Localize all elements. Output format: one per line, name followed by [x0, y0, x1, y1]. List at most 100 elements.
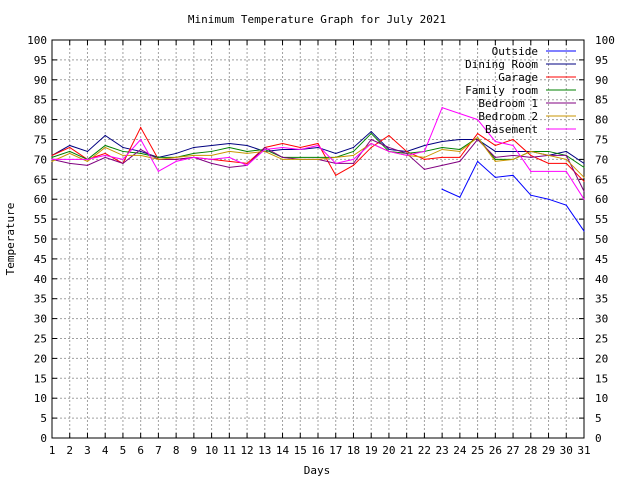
data-point-basement	[281, 146, 284, 149]
y-tick-label: 30	[34, 313, 47, 326]
legend-label: Bedroom 1	[478, 97, 538, 110]
data-point-family-room	[193, 152, 195, 155]
data-point-bedroom-2	[140, 154, 142, 157]
legend-label: Basement	[485, 123, 538, 136]
data-point-bedroom-1	[423, 168, 425, 170]
data-point-basement	[352, 158, 355, 160]
data-point-bedroom-2	[299, 158, 301, 160]
x-axis-label: Days	[304, 464, 331, 477]
data-point-garage	[441, 156, 443, 159]
y-tick-label: 25	[34, 333, 47, 346]
data-point-bedroom-2	[547, 154, 550, 157]
y-tick-label: 50	[34, 233, 47, 246]
y-tick-label: 90	[34, 74, 47, 87]
data-point-dining-room	[494, 150, 496, 153]
data-point-outside	[459, 196, 461, 198]
data-point-family-room	[157, 156, 159, 159]
data-point-bedroom-2	[228, 150, 230, 153]
data-point-garage	[494, 144, 496, 147]
data-point-bedroom-2	[335, 156, 337, 159]
data-point-bedroom-2	[530, 150, 532, 153]
data-point-bedroom-2	[86, 160, 89, 162]
y-tick-label: 0	[40, 432, 47, 445]
data-point-garage	[51, 154, 53, 157]
data-point-bedroom-1	[211, 162, 213, 164]
data-point-dining-room	[388, 148, 390, 151]
x-tick-label: 26	[489, 444, 502, 457]
data-point-family-room	[370, 132, 372, 135]
y2-tick-label: 95	[595, 54, 608, 67]
data-point-bedroom-2	[211, 154, 213, 157]
y2-tick-label: 5	[595, 412, 602, 425]
y-tick-label: 60	[34, 193, 47, 206]
data-point-bedroom-2	[477, 136, 479, 139]
y2-tick-label: 10	[595, 392, 608, 405]
data-point-basement	[264, 148, 266, 151]
data-point-bedroom-2	[69, 152, 71, 155]
y2-tick-label: 60	[595, 193, 608, 206]
data-point-basement	[370, 142, 372, 145]
data-point-bedroom-2	[512, 158, 514, 160]
x-tick-label: 28	[524, 444, 537, 457]
data-point-basement	[335, 162, 337, 164]
legend-label: Bedroom 2	[478, 110, 538, 123]
data-point-basement	[140, 138, 142, 141]
y-tick-label: 55	[34, 213, 47, 226]
data-point-family-room	[122, 150, 124, 153]
x-tick-label: 27	[506, 444, 519, 457]
data-point-basement	[193, 156, 195, 159]
legend-item-garage: Garage	[498, 71, 576, 84]
data-point-outside	[512, 174, 514, 176]
data-point-basement	[477, 119, 479, 121]
data-point-garage	[335, 174, 337, 176]
data-point-dining-room	[69, 144, 71, 147]
x-tick-label: 24	[453, 444, 467, 457]
data-point-dining-room	[228, 142, 230, 145]
y2-tick-label: 20	[595, 352, 608, 365]
data-point-outside	[477, 160, 479, 162]
data-point-garage	[317, 142, 319, 145]
y-axis-label: Temperature	[4, 203, 17, 276]
data-point-garage	[477, 132, 479, 135]
data-point-bedroom-1	[264, 146, 266, 149]
data-point-garage	[104, 152, 106, 155]
data-point-dining-room	[211, 144, 213, 147]
y2-tick-label: 15	[595, 372, 608, 385]
data-point-basement	[175, 160, 177, 162]
data-point-dining-room	[317, 146, 319, 149]
y2-tick-label: 50	[595, 233, 608, 246]
data-point-bedroom-2	[175, 156, 177, 159]
data-point-bedroom-1	[565, 154, 567, 157]
data-point-dining-room	[583, 162, 585, 164]
data-point-dining-room	[352, 146, 355, 149]
y-tick-label: 15	[34, 372, 47, 385]
data-point-basement	[211, 158, 213, 160]
data-point-bedroom-2	[317, 158, 319, 160]
data-point-basement	[51, 158, 53, 160]
data-point-bedroom-2	[122, 154, 124, 157]
data-point-garage	[140, 126, 142, 129]
data-point-family-room	[583, 166, 585, 168]
x-tick-label: 1	[49, 444, 56, 457]
data-point-bedroom-2	[583, 176, 585, 178]
data-point-dining-room	[104, 134, 106, 137]
data-point-garage	[583, 180, 585, 182]
data-point-dining-room	[423, 144, 425, 147]
y-tick-label: 65	[34, 173, 47, 186]
data-point-bedroom-2	[352, 154, 355, 157]
data-point-dining-room	[512, 150, 514, 153]
x-tick-label: 13	[258, 444, 271, 457]
x-tick-label: 29	[542, 444, 555, 457]
x-tick-label: 21	[400, 444, 413, 457]
x-tick-label: 30	[560, 444, 573, 457]
x-tick-label: 15	[294, 444, 307, 457]
y2-tick-label: 30	[595, 313, 608, 326]
x-tick-label: 22	[418, 444, 431, 457]
y-tick-label: 20	[34, 352, 47, 365]
data-point-bedroom-2	[264, 150, 266, 153]
data-point-garage	[565, 162, 567, 164]
data-point-basement	[406, 154, 408, 157]
x-tick-label: 9	[191, 444, 198, 457]
